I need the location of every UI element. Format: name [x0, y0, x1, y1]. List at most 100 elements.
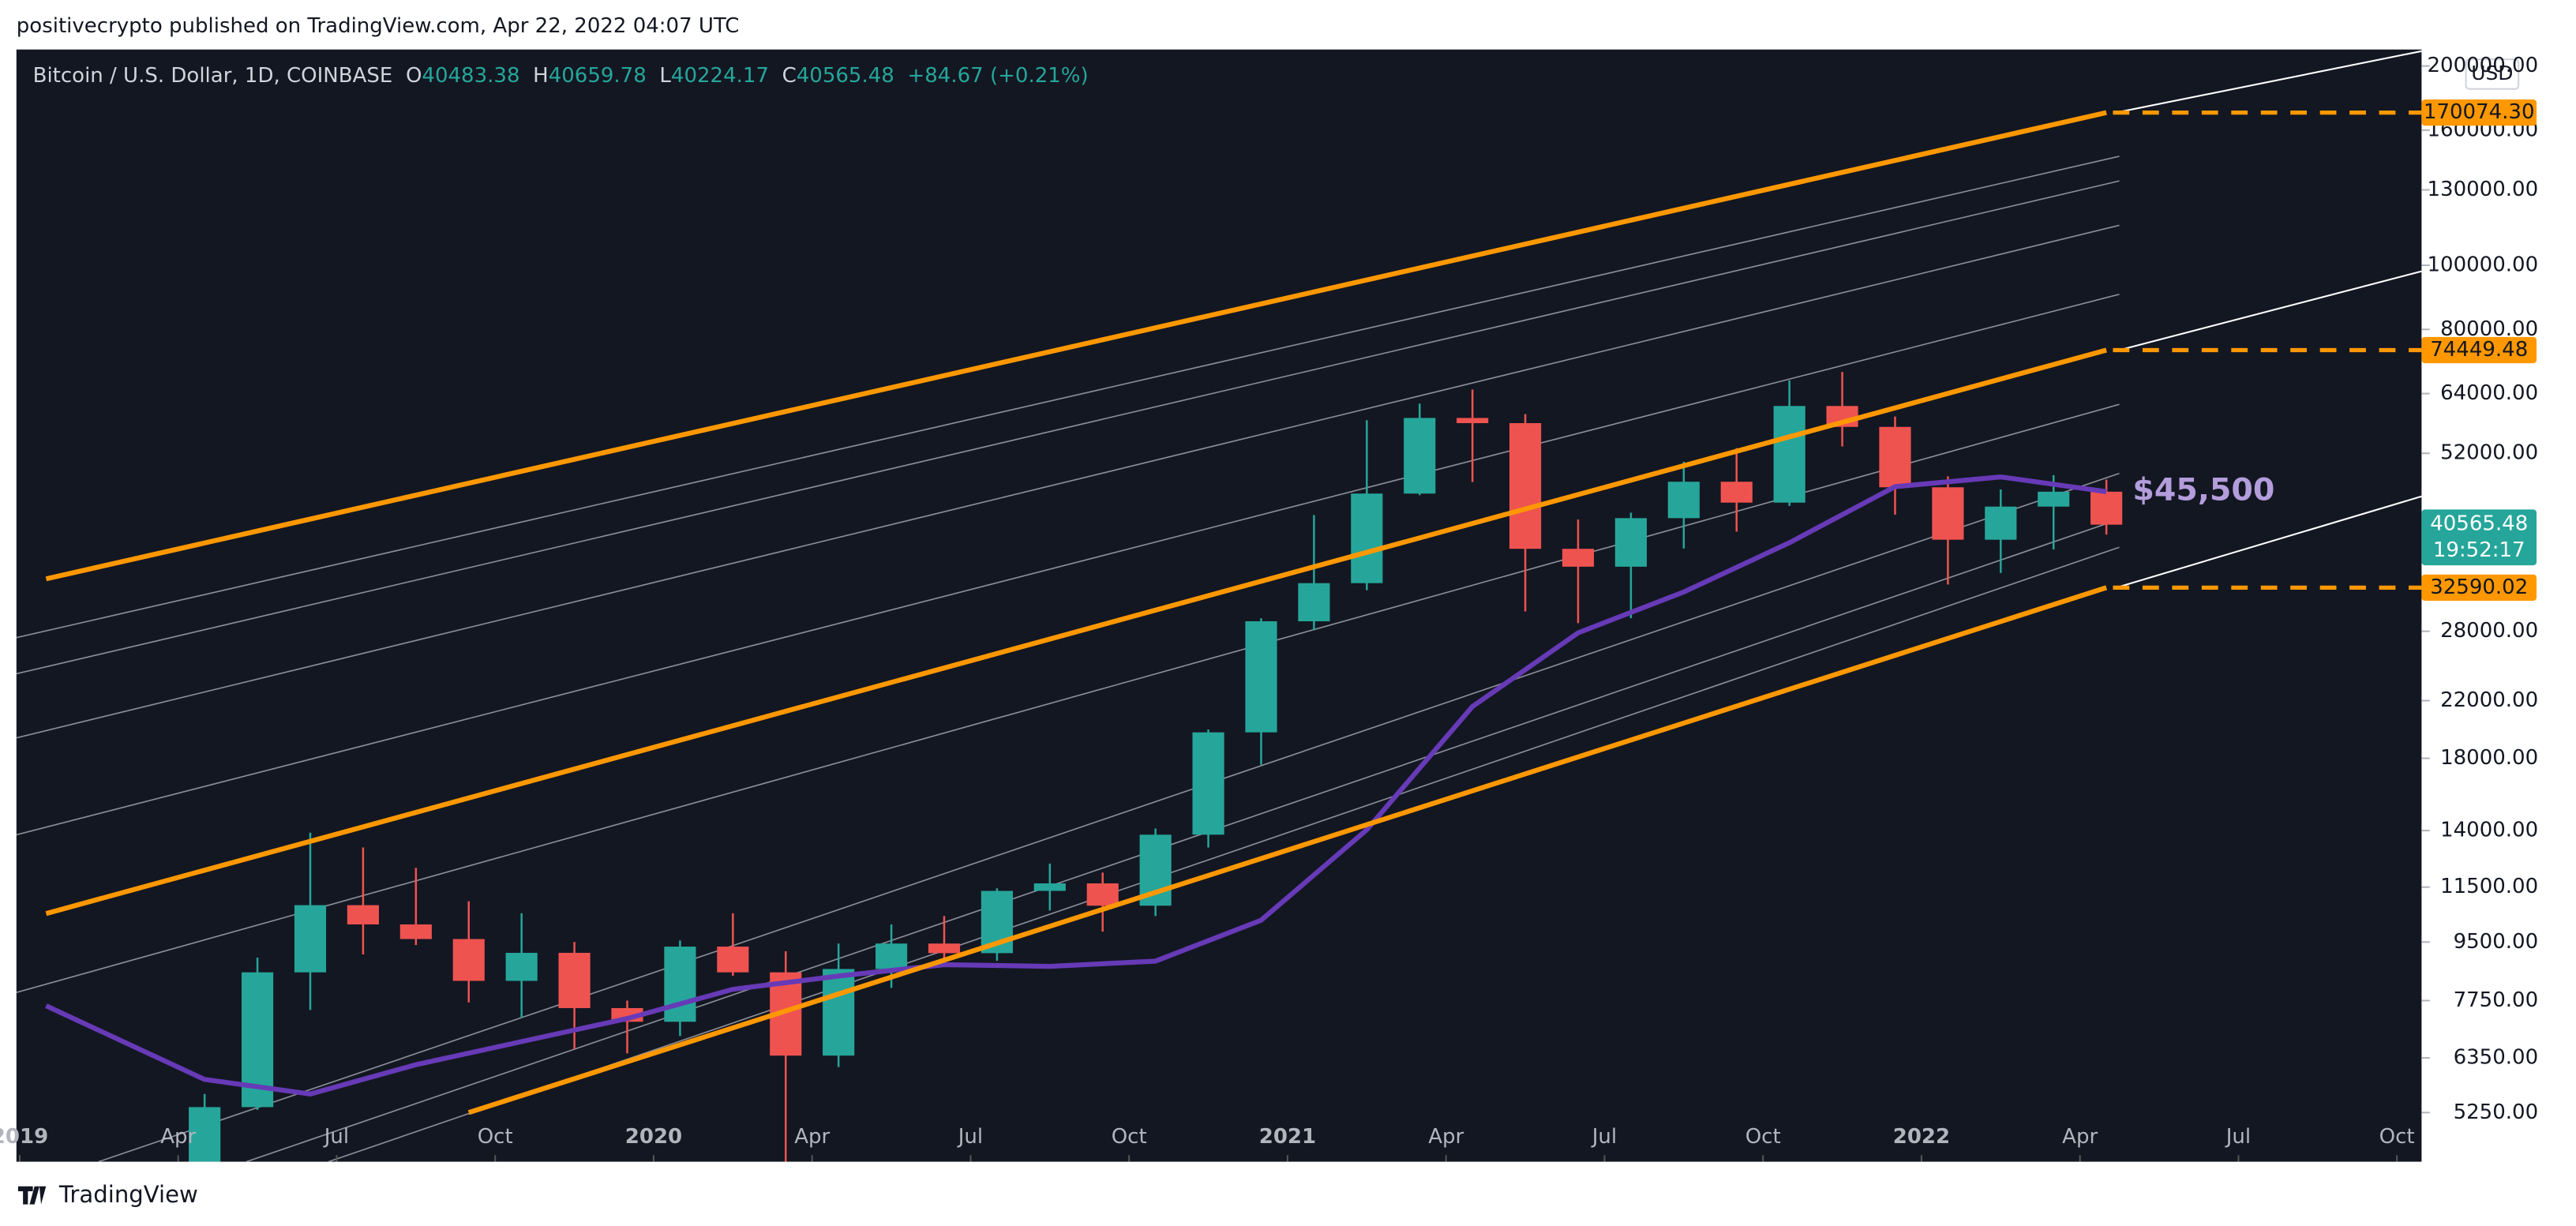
- x-tick-label: Oct: [1112, 1125, 1147, 1149]
- extension-lines: [2119, 50, 2422, 588]
- candle-body: [1351, 493, 1383, 583]
- channel-line: [467, 585, 2108, 1115]
- plot: [30, 110, 2123, 1226]
- plot-background: [16, 49, 2422, 1162]
- x-tick-label: 2020: [625, 1125, 682, 1149]
- candle-body: [2090, 491, 2123, 525]
- candle-body: [1614, 518, 1647, 567]
- y-tick-label: 6350.00: [2454, 1046, 2539, 1070]
- candle-body: [1192, 732, 1224, 835]
- channel-line: [45, 347, 2107, 917]
- x-tick-label: Apr: [1428, 1125, 1464, 1149]
- high: 40659.78: [549, 64, 647, 88]
- last-price-box: [2421, 509, 2537, 566]
- logo-text: TradingView: [58, 1181, 198, 1208]
- x-tick-label: Apr: [794, 1125, 830, 1149]
- y-tick-label: 100000.00: [2428, 253, 2539, 277]
- candle-body: [1667, 482, 1700, 519]
- fib-line: [16, 180, 2120, 675]
- candle-body: [1245, 620, 1277, 733]
- candle-body: [399, 924, 432, 939]
- fib-line: [246, 519, 2120, 1162]
- x-tick-label: Oct: [1745, 1125, 1781, 1149]
- logo: TradingView: [17, 1181, 198, 1208]
- y-tick-label: 11500.00: [2440, 875, 2538, 898]
- x-tick-label: Apr: [2062, 1125, 2098, 1149]
- candle-body: [717, 947, 749, 973]
- candle-body: [876, 943, 908, 969]
- candle-body: [505, 952, 538, 981]
- close-key: C: [782, 64, 797, 88]
- candle-body: [1298, 583, 1330, 621]
- logo-mark: [17, 1186, 47, 1205]
- candle-body: [347, 905, 379, 924]
- candle-body: [928, 943, 961, 954]
- x-tick-label: Jul: [2225, 1125, 2251, 1149]
- x-tick-label: 2021: [1259, 1125, 1316, 1149]
- candle-body: [1086, 883, 1119, 906]
- candle-body: [1562, 549, 1595, 567]
- level-label-box: [2421, 574, 2537, 602]
- candle-body: [294, 905, 327, 973]
- fib-line: [16, 156, 2120, 639]
- annotation: $45,500: [2132, 471, 2274, 508]
- y-tick-label: 22000.00: [2440, 688, 2538, 712]
- candle-body: [189, 1107, 221, 1162]
- legend-line: Bitcoin / U.S. Dollar, 1D, COINBASE O4048…: [33, 64, 1089, 88]
- candle-body: [558, 952, 591, 1008]
- x-tick-label: Apr: [160, 1125, 196, 1149]
- candle-body: [1720, 482, 1753, 503]
- level-label: 32590.02: [2430, 576, 2528, 599]
- y-tick-label: 9500.00: [2454, 930, 2539, 954]
- candle-body: [1879, 426, 1911, 488]
- extension-line: [2119, 270, 2422, 351]
- level-label-box: [2421, 99, 2537, 126]
- y-tick-label: 14000.00: [2440, 819, 2538, 842]
- currency-badge[interactable]: [2465, 58, 2520, 90]
- candle-body: [1509, 422, 1542, 549]
- candle-body: [1033, 883, 1066, 891]
- y-tick-label: 5250.00: [2454, 1100, 2539, 1124]
- y-tick-label: 7750.00: [2454, 988, 2539, 1012]
- extension-line: [2119, 495, 2422, 588]
- x-tick-label: Jul: [1591, 1125, 1617, 1149]
- countdown: 19:52:17: [2433, 538, 2525, 562]
- y-tick-label: 130000.00: [2428, 178, 2539, 201]
- fib-line: [16, 293, 2120, 836]
- level-label: 74449.48: [2430, 338, 2528, 362]
- y-tick-label: 64000.00: [2440, 381, 2538, 405]
- y-tick-label: 200000.00: [2428, 54, 2539, 77]
- x-tick-label: Jul: [957, 1125, 983, 1149]
- x-tick-label: Jul: [323, 1125, 349, 1149]
- low-key: L: [659, 64, 671, 88]
- candle-body: [1404, 418, 1436, 494]
- close: 40565.48: [797, 64, 894, 88]
- candle-body: [1457, 418, 1489, 423]
- candle-body: [452, 939, 485, 981]
- x-tick-label: Oct: [478, 1125, 513, 1149]
- extension-line: [2119, 50, 2422, 113]
- last-price: 40565.48: [2430, 512, 2528, 536]
- open-key: O: [406, 64, 422, 88]
- candle-body: [823, 969, 855, 1056]
- y-tick-label: 52000.00: [2440, 441, 2538, 465]
- symbol: Bitcoin / U.S. Dollar, 1D, COINBASE: [33, 64, 393, 88]
- x-tick-label: 2019: [0, 1125, 48, 1149]
- y-tick-label: 28000.00: [2440, 619, 2538, 643]
- high-key: H: [533, 64, 549, 88]
- level-label: 170074.30: [2424, 100, 2535, 124]
- candle-body: [1985, 506, 2017, 540]
- candle-body: [1773, 406, 1805, 503]
- y-tick-label: 80000.00: [2440, 317, 2538, 341]
- level-label-box: [2421, 336, 2537, 364]
- open: 40483.38: [422, 64, 519, 88]
- low: 40224.17: [671, 64, 769, 88]
- x-tick-label: 2022: [1893, 1125, 1950, 1149]
- y-tick-label: 18000.00: [2440, 746, 2538, 770]
- fib-line: [16, 224, 2120, 739]
- candle-body: [30, 1213, 62, 1226]
- change: +84.67 (+0.21%): [907, 64, 1088, 88]
- fib-line: [16, 403, 2120, 994]
